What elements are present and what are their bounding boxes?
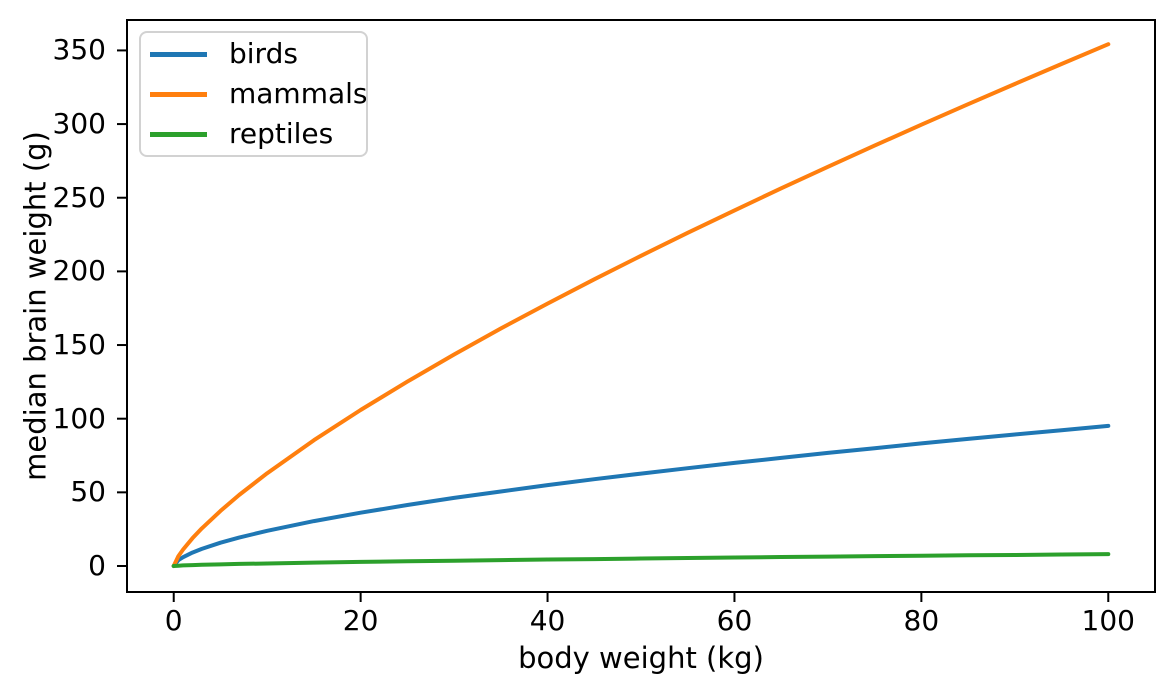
legend-label: mammals	[229, 77, 368, 110]
series-line-birds	[171, 423, 1111, 568]
x-axis-label: body weight (kg)	[518, 641, 764, 675]
y-tick-label: 50	[70, 475, 106, 509]
y-tick-label: 350	[52, 33, 106, 67]
y-tick-label: 300	[52, 107, 106, 141]
reptiles-line-swatch	[150, 131, 207, 137]
y-tick-label: 0	[88, 549, 106, 582]
series-line-reptiles	[171, 552, 1111, 568]
legend-entry-birds: birds	[141, 34, 366, 74]
legend-entry-mammals: mammals	[141, 74, 368, 114]
legend: birds mammals reptiles	[139, 31, 368, 157]
y-tick-label: 250	[52, 180, 106, 214]
mammals-line-swatch	[150, 91, 207, 97]
legend-label: reptiles	[229, 117, 334, 150]
x-tick-label: 60	[716, 604, 753, 637]
y-tick-label: 150	[52, 328, 106, 362]
y-axis-label: median brain weight (g)	[18, 131, 53, 481]
y-tick-label: 100	[52, 401, 106, 435]
x-tick-label: 80	[903, 604, 940, 637]
x-tick-label: 20	[342, 604, 379, 637]
axes-frame	[126, 19, 1156, 593]
legend-entry-reptiles: reptiles	[141, 114, 366, 154]
y-tick-label: 200	[52, 254, 106, 288]
x-tick-label: 40	[529, 604, 566, 637]
x-tick-label: 0	[164, 604, 183, 637]
x-tick-label: 100	[1081, 604, 1135, 637]
birds-line-swatch	[150, 51, 207, 57]
legend-label: birds	[229, 37, 298, 70]
series-line-mammals	[171, 42, 1111, 568]
